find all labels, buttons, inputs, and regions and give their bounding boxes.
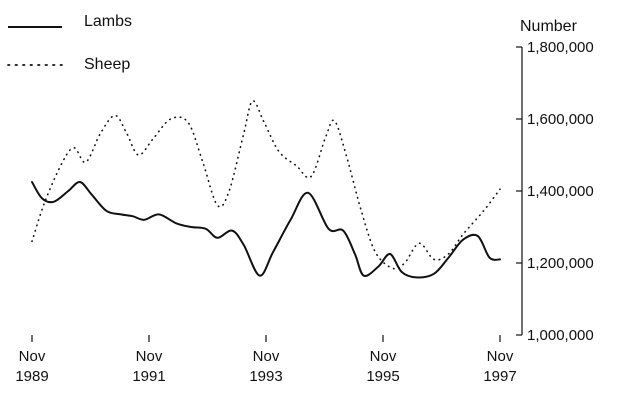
x-tick-year: 1995 (366, 368, 399, 385)
x-tick-label: Nov 1991 (132, 348, 165, 385)
x-tick-month: Nov (253, 348, 280, 365)
x-tick-year: 1993 (249, 368, 282, 385)
x-tick-label: Nov 1997 (483, 348, 516, 385)
y-tick-label: 1,000,000 (527, 327, 594, 344)
x-tick-month: Nov (487, 348, 514, 365)
x-tick-month: Nov (136, 348, 163, 365)
y-tick-label: 1,400,000 (527, 183, 594, 200)
series-line-sheep (31, 100, 501, 270)
legend-label-sheep: Sheep (84, 56, 130, 73)
x-axis: Nov 1989 Nov 1991 Nov 1993 Nov 1995 Nov 1997 (15, 335, 517, 385)
y-axis: 1,000,000 1,200,000 1,400,000 1,600,000 1,80… (516, 39, 594, 344)
series-layer (31, 100, 501, 279)
legend: Lambs Sheep (7, 13, 132, 73)
x-tick-year: 1991 (132, 368, 165, 385)
x-tick-month: Nov (370, 348, 397, 365)
series-line-lambs (31, 180, 501, 279)
x-tick-year: 1997 (483, 368, 516, 385)
x-tick-year: 1989 (15, 368, 48, 385)
x-tick-label: Nov 1993 (249, 348, 282, 385)
y-tick-label: 1,800,000 (527, 39, 594, 56)
x-tick-label: Nov 1989 (15, 348, 48, 385)
y-axis-title: Number (520, 18, 578, 35)
y-tick-label: 1,600,000 (527, 111, 594, 128)
x-tick-month: Nov (19, 348, 46, 365)
legend-label-lambs: Lambs (84, 13, 132, 30)
y-tick-label: 1,200,000 (527, 255, 594, 272)
x-tick-label: Nov 1995 (366, 348, 399, 385)
